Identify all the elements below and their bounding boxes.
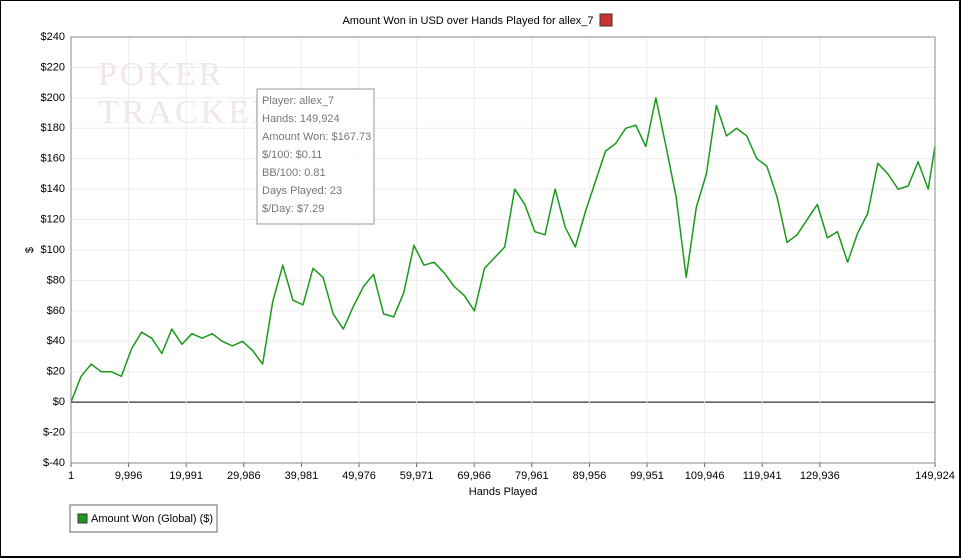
x-tick-label: 129,936 <box>800 470 840 482</box>
x-tick-label: 69,966 <box>457 470 491 482</box>
x-axis-label: Hands Played <box>469 486 538 498</box>
x-tick-label: 19,991 <box>169 470 203 482</box>
y-tick-label: $80 <box>47 274 65 286</box>
legend-box <box>69 504 218 533</box>
y-tick-label: $-20 <box>43 426 65 438</box>
data-line <box>70 97 936 403</box>
y-tick-label: $0 <box>53 396 65 408</box>
tooltip-line: Amount Won: $167.73 <box>262 131 371 143</box>
y-tick-label: $20 <box>47 366 65 378</box>
tooltip-line: $/Day: $7.29 <box>262 203 324 215</box>
y-tick-label: $180 <box>41 122 65 134</box>
tooltip-line: $/100: $0.11 <box>262 149 322 161</box>
x-tick-label: 89,956 <box>573 470 607 482</box>
tooltip-line: Hands: 149,924 <box>262 113 340 125</box>
plot-border <box>70 36 936 464</box>
x-tick-label: 99,951 <box>630 470 664 482</box>
tooltip-box <box>256 88 375 225</box>
tooltip-line: Player: allex_7 <box>262 95 334 107</box>
y-tick-label: $60 <box>47 305 65 317</box>
y-axis-label: $ <box>24 247 36 253</box>
x-tick-label: 79,961 <box>515 470 549 482</box>
y-tick-label: $160 <box>41 153 65 165</box>
title-icon <box>599 13 613 27</box>
legend-label: Amount Won (Global) ($) <box>91 513 213 525</box>
y-tick-label: $120 <box>41 213 65 225</box>
x-tick-label: 59,971 <box>400 470 434 482</box>
x-tick-label: 109,946 <box>685 470 725 482</box>
x-tick-label: 29,986 <box>227 470 261 482</box>
tooltip: Player: allex_7 Hands: 149,924 Amount Wo… <box>256 88 375 225</box>
y-tick-label: $40 <box>47 335 65 347</box>
x-tick-label: 149,924 <box>915 470 955 482</box>
legend: Amount Won (Global) ($) <box>69 504 218 533</box>
x-tick-label: 39,981 <box>285 470 319 482</box>
x-tick-label: 9,996 <box>115 470 143 482</box>
tooltip-line: Days Played: 23 <box>262 185 342 197</box>
y-tick-label: $240 <box>41 31 65 43</box>
chart-title: Amount Won in USD over Hands Played for … <box>342 15 593 27</box>
watermark: TRACKER <box>98 94 278 131</box>
y-tick-label: $200 <box>41 92 65 104</box>
y-tick-label: $100 <box>41 244 65 256</box>
y-tick-label: $220 <box>41 61 65 73</box>
x-tick-label: 49,976 <box>342 470 376 482</box>
y-tick-label: $-40 <box>43 457 65 469</box>
x-tick-label: 1 <box>68 470 74 482</box>
x-tick-label: 119,941 <box>743 470 782 482</box>
legend-swatch <box>77 513 88 524</box>
tooltip-line: BB/100: 0.81 <box>262 167 326 179</box>
watermark: POKER <box>98 56 224 93</box>
y-tick-label: $140 <box>41 183 65 195</box>
